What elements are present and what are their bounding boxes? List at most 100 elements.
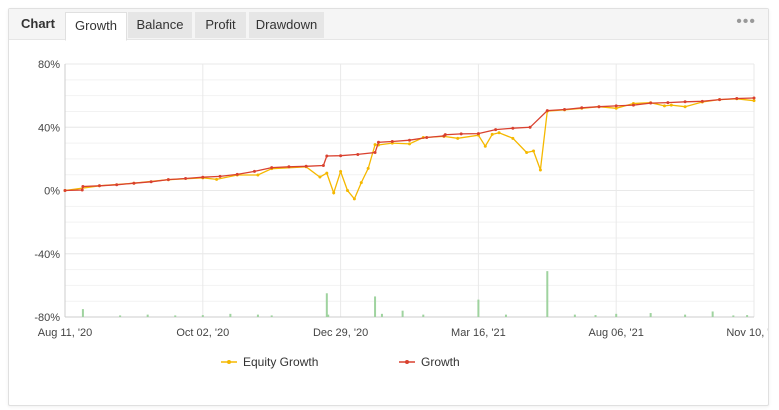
x-tick-label: Aug 06, '21 (589, 327, 644, 339)
growth-point (563, 108, 567, 112)
growth-point (166, 178, 170, 182)
growth-point (115, 183, 119, 187)
volume-bar (746, 315, 749, 317)
equity-point (408, 142, 411, 146)
equity-point (345, 189, 349, 192)
volume-bar (174, 315, 177, 317)
y-tick-label: 80% (38, 59, 60, 71)
equity-point (532, 149, 536, 153)
equity-point (497, 131, 501, 135)
growth-point (735, 96, 739, 100)
equity-point (318, 175, 322, 179)
x-tick-label: Aug 11, '20 (38, 327, 93, 339)
growth-point (443, 133, 447, 137)
growth-point (373, 151, 377, 155)
volume-bar (229, 313, 232, 317)
volume-bar (327, 314, 330, 317)
more-dots-icon[interactable]: ••• (736, 13, 756, 30)
tab-growth[interactable]: Growth (65, 12, 127, 41)
growth-point (218, 174, 222, 178)
growth-point (614, 104, 618, 108)
growth-point (376, 140, 380, 144)
growth-point (700, 99, 704, 103)
volume-bar (270, 315, 273, 317)
growth-point (545, 109, 549, 113)
chart-panel: Chart Growth Balance Profit Drawdown •••… (8, 8, 769, 406)
growth-point (304, 164, 308, 168)
x-tick-label: Nov 10, '21 (726, 327, 768, 339)
volume-bar (201, 315, 204, 317)
volume-bar (615, 313, 618, 317)
equity-point (325, 171, 329, 175)
equity-point (373, 143, 377, 147)
x-tick-label: Mar 16, '21 (451, 327, 506, 339)
tab-profit[interactable]: Profit (195, 12, 246, 38)
volume-bar (649, 313, 652, 317)
volume-bar (401, 310, 404, 317)
volume-bar (573, 314, 576, 317)
growth-point (649, 101, 653, 105)
growth-point (149, 180, 153, 184)
y-tick-label: -40% (34, 249, 60, 261)
growth-point (476, 132, 480, 136)
tab-balance[interactable]: Balance (128, 12, 192, 38)
volume-bar (374, 296, 377, 317)
volume-bar (422, 314, 425, 317)
legend-label: Equity Growth (243, 355, 318, 369)
growth-point (597, 105, 601, 109)
growth-point (494, 128, 498, 132)
growth-point (201, 175, 205, 179)
growth-point (184, 176, 188, 180)
volume-bar (81, 309, 84, 317)
growth-point (252, 169, 256, 173)
equity-point (256, 173, 260, 177)
growth-chart: 80% 40% 0% -40% -80% Aug 11, '20 Oct 02, '20 De… (34, 59, 768, 369)
growth-point (356, 152, 360, 156)
equity-point (490, 132, 494, 136)
legend-marker (405, 360, 409, 364)
equity-point (614, 106, 618, 110)
y-tick-label: 0% (44, 186, 60, 198)
equity-point (366, 166, 370, 170)
volume-bar (684, 314, 687, 317)
growth-point (425, 136, 429, 140)
x-tick-label: Oct 02, '20 (176, 327, 229, 339)
tab-drawdown[interactable]: Drawdown (249, 12, 324, 38)
growth-point (287, 165, 291, 169)
growth-point (718, 98, 722, 102)
legend-label: Growth (421, 355, 460, 369)
volume-bar (732, 315, 735, 317)
volume-bar (546, 271, 549, 317)
growth-point (631, 103, 635, 107)
chart-title: Chart (21, 16, 55, 31)
growth-point (97, 184, 101, 188)
growth-point (325, 154, 329, 158)
growth-point (339, 154, 343, 158)
volume-bar (119, 315, 122, 317)
y-tick-label: -80% (34, 312, 60, 324)
equity-point (683, 105, 687, 109)
growth-point (63, 189, 67, 192)
equity-point (456, 136, 460, 140)
volume-bar (504, 314, 507, 317)
growth-point (752, 96, 756, 100)
volume-bar (325, 293, 328, 317)
equity-point (511, 136, 515, 140)
equity-point (359, 181, 363, 185)
equity-point (483, 144, 487, 148)
growth-point (408, 138, 411, 142)
growth-point (511, 126, 515, 130)
equity-point (525, 151, 529, 155)
growth-point (666, 101, 670, 105)
volume-bar (477, 299, 480, 317)
growth-point (390, 139, 394, 143)
x-tick-label: Dec 29, '20 (313, 327, 368, 339)
growth-point (235, 172, 239, 176)
volume-bar (594, 315, 597, 317)
equity-point (352, 197, 356, 201)
equity-point (669, 103, 673, 107)
legend-marker (227, 360, 231, 364)
growth-point (580, 106, 584, 110)
volume-bar (146, 314, 149, 317)
growth-point (80, 188, 84, 192)
